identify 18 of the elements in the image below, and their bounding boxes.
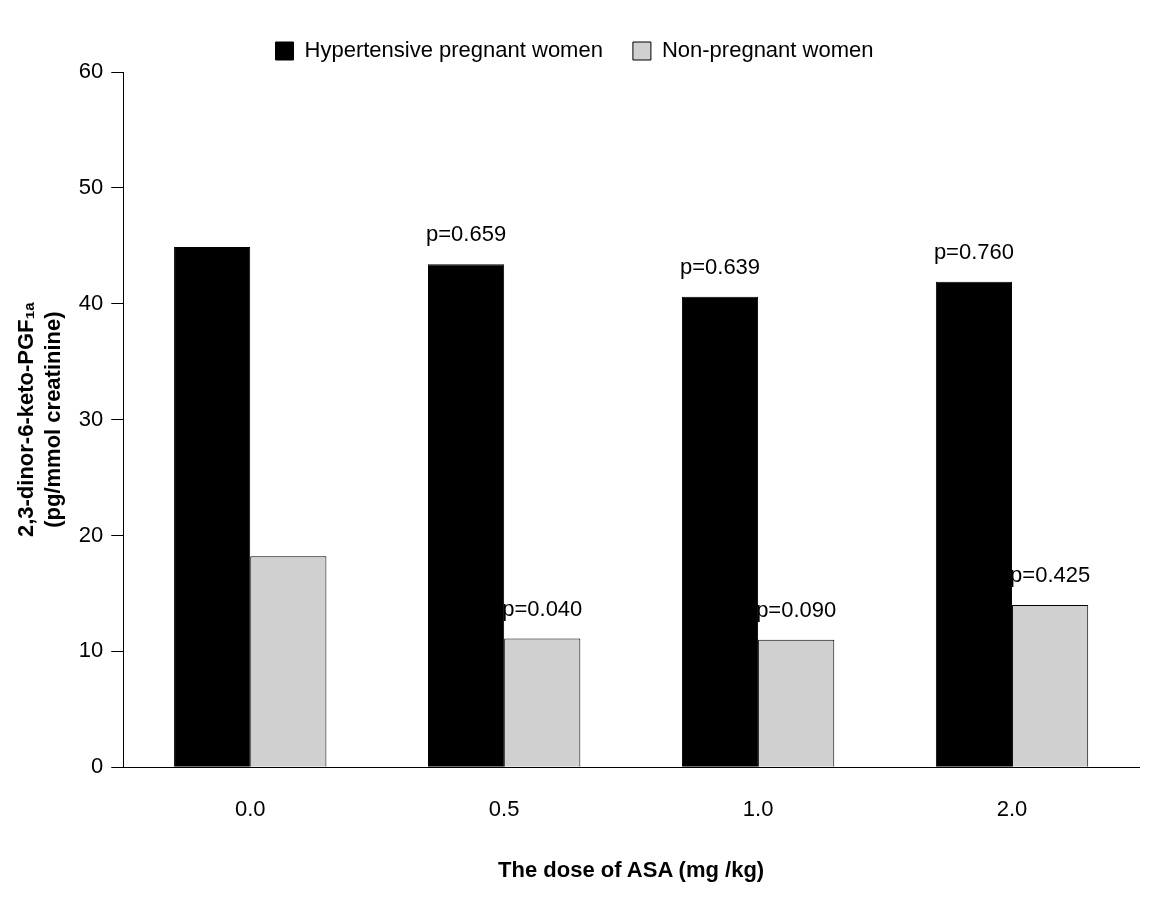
x-axis-title: The dose of ASA (mg /kg) xyxy=(498,856,765,882)
y-tick-label: 40 xyxy=(78,289,104,315)
y-tick-label: 30 xyxy=(78,405,104,431)
annotation: p=0.760 xyxy=(933,238,1015,264)
annotation: p=0.659 xyxy=(426,221,507,247)
annotation: p=0.639 xyxy=(679,253,761,279)
y-tick-label: 0 xyxy=(91,753,104,779)
y-tick-label: 60 xyxy=(78,58,104,84)
y-axis-title: 2,3-dinor-6-keto-PGF₁ₐ (pg/mmol creatinine) xyxy=(13,301,65,538)
x-tick-label: 2.0 xyxy=(996,796,1028,822)
y-tick-label: 10 xyxy=(78,637,104,663)
y-tick-label: 50 xyxy=(78,173,104,199)
x-tick-label: 0.5 xyxy=(488,796,520,822)
x-tick-label: 1.0 xyxy=(742,796,774,822)
x-tick-label: 0.0 xyxy=(234,796,266,822)
legend-label: Non-pregnant women xyxy=(661,37,874,63)
y-tick-label: 20 xyxy=(78,521,104,547)
legend-label: Hypertensive pregnant women xyxy=(304,37,603,63)
